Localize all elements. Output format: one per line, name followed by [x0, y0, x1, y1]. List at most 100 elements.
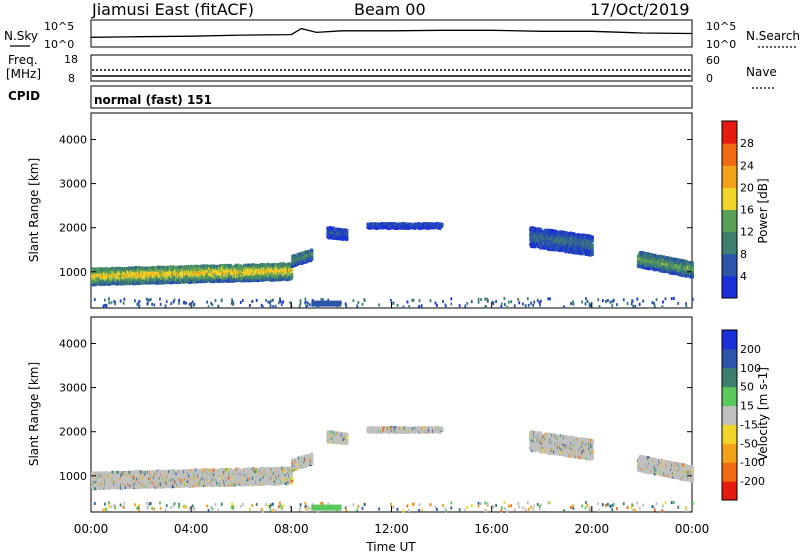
- power-cell: [272, 305, 275, 309]
- power-cell: [241, 298, 244, 302]
- freq-tick-top: 18: [64, 53, 78, 66]
- power-cell: [589, 303, 592, 307]
- power-cell: [375, 226, 379, 230]
- freq-tick-bottom: 8: [68, 72, 75, 85]
- velocity-cell: [119, 477, 122, 481]
- power-cell: [139, 266, 143, 270]
- power-cell: [320, 297, 323, 301]
- power-cell: [248, 303, 251, 307]
- power-cell: [231, 298, 234, 302]
- power-cell: [338, 237, 342, 241]
- power-cell: [290, 272, 294, 277]
- velocity-cell: [94, 487, 97, 491]
- power-cell: [113, 281, 117, 286]
- power-cell: [184, 280, 187, 284]
- cpid-label: CPID: [8, 89, 40, 103]
- power-cell: [159, 302, 162, 306]
- power-cell: [164, 304, 167, 308]
- power-cell: [290, 277, 293, 281]
- power-cell: [539, 299, 542, 303]
- power-ylabel: Slant Range [km]: [27, 158, 41, 262]
- power-cell: [271, 298, 274, 302]
- velocity-cell: [141, 480, 145, 485]
- power-cell: [338, 235, 342, 239]
- power-cell: [536, 298, 539, 302]
- power-cell: [145, 297, 148, 301]
- power-cell: [591, 248, 594, 252]
- power-colorbar-tick: 28: [740, 137, 754, 150]
- velocity-cell: [161, 474, 165, 478]
- velocity-cell: [128, 485, 132, 490]
- power-cell: [290, 270, 293, 274]
- power-cell: [458, 304, 461, 308]
- power-cell: [538, 300, 541, 304]
- power-cell: [418, 299, 421, 303]
- power-cell: [588, 303, 591, 307]
- velocity-cell: [127, 483, 130, 488]
- power-cell: [141, 276, 145, 281]
- power-cell: [114, 271, 117, 275]
- power-cell: [128, 281, 132, 286]
- power-cell: [579, 244, 582, 248]
- power-cell: [611, 300, 614, 304]
- power-cell: [272, 267, 276, 271]
- power-cell: [549, 239, 552, 243]
- noise-panel: N.Sky 10^5 10^0 10^5 10^0 N.Search: [4, 19, 800, 51]
- power-cell: [591, 239, 594, 243]
- power-cell: [151, 302, 154, 306]
- power-cell: [220, 271, 224, 275]
- power-cell: [653, 304, 656, 308]
- power-cell: [220, 298, 223, 302]
- power-cell: [559, 246, 563, 250]
- power-cell: [178, 301, 180, 305]
- power-cell: [513, 304, 516, 308]
- power-cell: [587, 244, 591, 248]
- power-cell: [127, 270, 130, 274]
- power-cell: [209, 279, 213, 284]
- power-cell: [601, 299, 604, 303]
- power-cell: [304, 300, 307, 304]
- power-cell: [605, 299, 607, 303]
- power-colorbar-segment: [722, 231, 737, 255]
- velocity-cell: [116, 481, 120, 485]
- power-cell: [685, 302, 687, 306]
- velocity-cell: [125, 483, 129, 487]
- power-cell: [518, 301, 521, 305]
- power-cell: [538, 303, 541, 307]
- power-cell: [119, 299, 122, 303]
- power-cell: [113, 300, 116, 304]
- power-cell: [230, 301, 233, 305]
- power-cell: [363, 299, 366, 303]
- power-cell: [228, 272, 231, 276]
- power-cell: [591, 251, 594, 255]
- power-cell: [184, 265, 188, 269]
- power-cell: [260, 303, 263, 307]
- power-cell: [236, 270, 240, 274]
- power-cell: [440, 222, 444, 227]
- power-cell: [210, 301, 213, 305]
- power-cell: [673, 296, 675, 300]
- power-cell: [572, 300, 574, 304]
- power-cell: [289, 301, 292, 305]
- power-colorbar-segment: [722, 253, 737, 277]
- power-cell: [310, 250, 314, 254]
- power-ytick-label: 3000: [59, 178, 87, 191]
- power-cell: [169, 281, 172, 285]
- power-cell: [265, 265, 269, 269]
- velocity-cell: [109, 471, 113, 475]
- power-cell: [310, 252, 314, 256]
- power-cell: [232, 302, 235, 306]
- noise-right-label: N.Search: [746, 29, 800, 43]
- power-cell: [122, 301, 125, 305]
- power-cell: [93, 276, 97, 280]
- power-cell: [500, 305, 503, 309]
- power-cell: [631, 299, 634, 303]
- power-cell: [411, 298, 414, 302]
- power-cell: [444, 303, 447, 307]
- power-cell: [646, 252, 650, 256]
- power-cell: [183, 301, 186, 305]
- power-cell: [103, 303, 106, 307]
- power-cell: [661, 305, 664, 309]
- power-cell: [495, 300, 497, 304]
- velocity-cell: [105, 486, 108, 490]
